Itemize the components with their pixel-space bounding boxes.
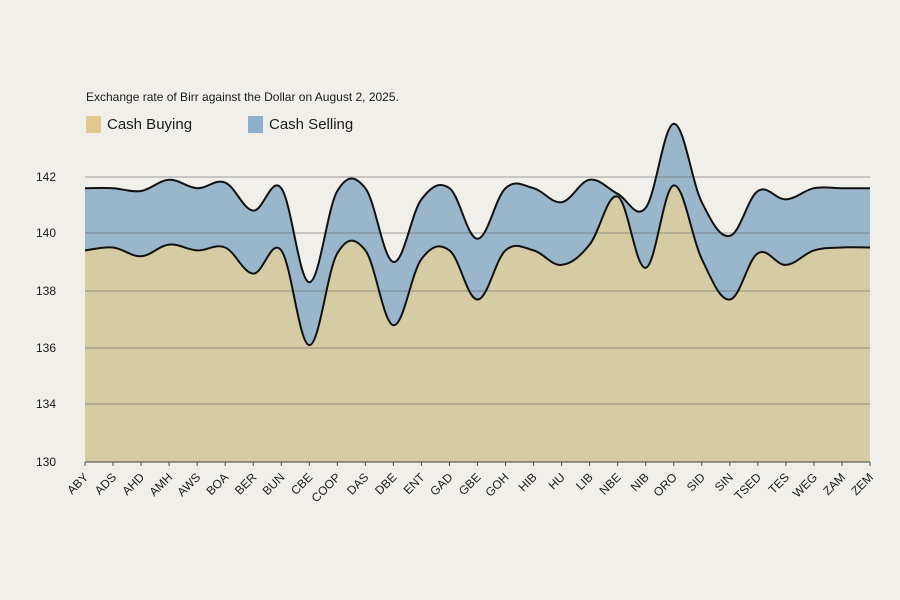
x-tick-label: GOH — [482, 470, 511, 499]
grid-lines — [85, 176, 870, 405]
x-tick-label: AMH — [146, 470, 175, 499]
areas — [85, 123, 870, 462]
x-tick-label: HU — [546, 470, 568, 492]
line-cash-buying — [84, 184, 871, 347]
x-tick-label: BUN — [260, 470, 288, 498]
x-tick-label: WEG — [790, 470, 820, 500]
x-tick-label: GAD — [427, 470, 456, 499]
x-tick-label: COOP — [309, 470, 344, 505]
y-tick-label: 140 — [36, 226, 56, 240]
y-tick-label: 142 — [36, 170, 56, 184]
x-tick-label: ZAM — [820, 470, 848, 498]
x-tick-label: BOA — [203, 470, 231, 498]
legend-label-cash-buying: Cash Buying — [107, 116, 193, 133]
legend-swatch-cash-selling — [248, 116, 263, 133]
x-tick-label: ABY — [64, 470, 91, 497]
chart-title: Exchange rate of Birr against the Dollar… — [86, 90, 399, 104]
x-tick-label: ENT — [401, 470, 428, 497]
x-tick-label: DBE — [372, 470, 399, 497]
legend-label-cash-selling: Cash Selling — [269, 116, 354, 133]
x-tick-label: GBE — [456, 470, 484, 498]
x-tick-label: ZEM — [848, 470, 876, 498]
x-tick-label: ORO — [651, 470, 680, 499]
x-tick-label: AWS — [174, 470, 203, 499]
legend-item-cash-selling: Cash Selling — [248, 116, 353, 133]
x-tick-label: SID — [684, 470, 708, 494]
x-tick-label: NIB — [628, 470, 652, 494]
line-cash-selling — [84, 122, 870, 284]
legend-item-cash-buying: Cash Buying — [86, 116, 192, 133]
x-tick-label: TES — [766, 470, 792, 496]
x-tick-label: HIB — [516, 470, 540, 494]
x-tick-label: TSED — [731, 470, 764, 503]
legend-swatch-cash-buying — [86, 116, 101, 133]
y-tick-label: 138 — [36, 284, 56, 298]
x-tick-label: BER — [232, 470, 260, 498]
x-tick-label: LIB — [573, 470, 596, 493]
x-tick-label: AHD — [119, 470, 147, 498]
area-cash-buying — [85, 185, 870, 462]
x-tick-label: ADS — [92, 470, 119, 497]
x-tick-label: DAS — [344, 470, 371, 497]
y-tick-label: 130 — [36, 455, 56, 469]
y-tick-label: 136 — [36, 341, 56, 355]
y-tick-label: 134 — [36, 397, 56, 411]
series-lines — [84, 122, 871, 347]
x-tick-label: NBE — [596, 470, 623, 497]
